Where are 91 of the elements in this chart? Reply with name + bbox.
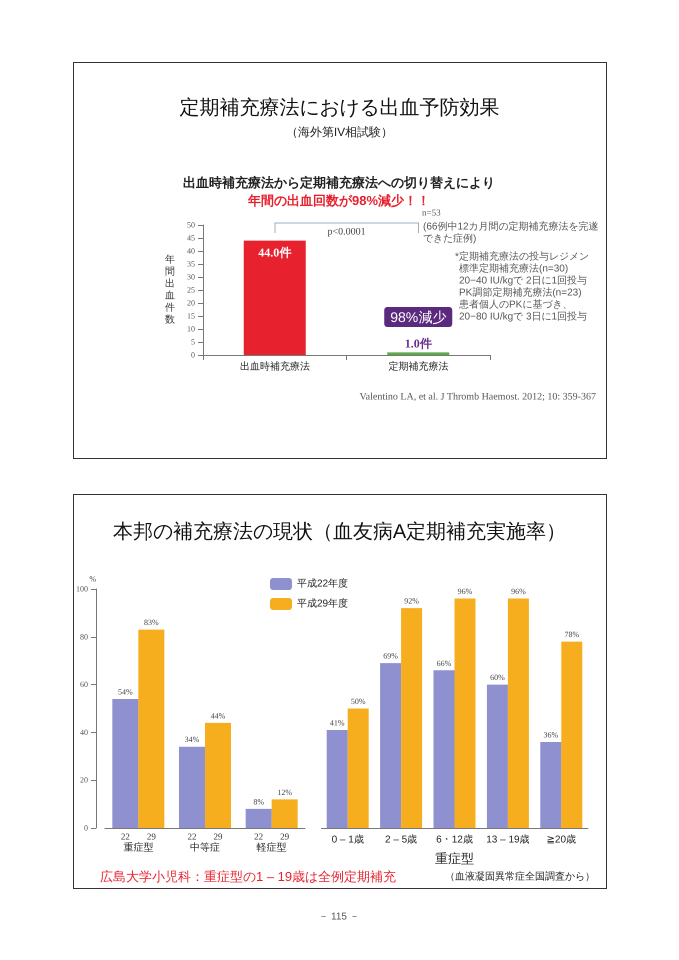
y-tick-label: 35: [187, 260, 195, 268]
text: n=53: [422, 208, 442, 218]
data-label: 41%: [330, 718, 345, 728]
annotation: (66例中12カ月間の定期補充療法を完遂できた症例): [423, 220, 599, 244]
text: 年間の出血回数が98%減少！！: [246, 193, 430, 208]
x-tick-label: 6・12歳: [436, 834, 473, 846]
y-tick-label: 15: [187, 312, 195, 320]
data-label: 44%: [210, 711, 226, 720]
y-tick-label: 0: [84, 824, 88, 832]
bar: [508, 598, 529, 828]
data-label: 96%: [511, 587, 526, 596]
data-label: 50%: [350, 697, 366, 706]
y-tick-label: 60: [80, 680, 88, 690]
bar: [380, 663, 402, 828]
x-tick-label: 出血時補充療法: [240, 360, 310, 372]
x-tick-label: 13 – 19歳: [486, 834, 530, 846]
data-label: 54%: [118, 687, 133, 696]
data-label: 44.0件: [258, 246, 292, 260]
text: 広島大学小児科：重症型の1 – 19歳は全例定期補充: [100, 869, 396, 884]
y-axis-title: 年間出血件数: [165, 254, 175, 326]
bar: [434, 670, 454, 828]
text: 29: [146, 832, 156, 842]
x-axis-title: 重症型: [435, 851, 474, 866]
annotation: 患者個人のPKに基づき、: [458, 298, 572, 310]
x-tick-label: 重症型: [123, 842, 154, 854]
chart-subtitle: （海外第IV相試験）: [286, 125, 394, 139]
bar: [540, 742, 562, 828]
annotation: p<0.0001: [327, 226, 366, 238]
legend-label: 平成22年度: [297, 578, 348, 590]
x-tick-label: 定期補充療法: [388, 360, 448, 372]
data-label: 66%: [436, 658, 452, 668]
y-tick-label: 40: [187, 246, 195, 256]
bar: [246, 808, 272, 828]
annotation: 20−40 IU/kgで 2日に1回投与: [459, 274, 588, 286]
y-tick-label: 20: [187, 298, 195, 308]
y-tick-label: 10: [187, 324, 195, 334]
bar: [205, 722, 231, 828]
x-tick-label: 軽症型: [256, 842, 287, 854]
y-tick-label: 45: [187, 234, 195, 242]
bar: [112, 698, 138, 828]
x-tick-label: ≧20歳: [546, 834, 576, 846]
data-label: 12%: [277, 788, 292, 797]
data-label: 8%: [253, 797, 264, 806]
y-tick-label: 50: [187, 220, 195, 230]
bar: [561, 642, 582, 828]
annotation: PK調節定期補充療法(n=23): [459, 286, 582, 298]
annotation: 標準定期補充療法(n=30): [459, 262, 568, 274]
data-label: 34%: [184, 735, 200, 744]
annotation: 20−80 IU/kgで 3日に1回投与: [459, 310, 588, 322]
bar: [348, 708, 369, 828]
data-label: 69%: [383, 652, 398, 661]
x-tick-label: 中等症: [190, 842, 220, 854]
bar: [179, 746, 205, 828]
y-tick-label: 0: [191, 350, 195, 360]
text: 22: [188, 832, 196, 842]
y-tick-label: 30: [187, 272, 195, 282]
data-label: 1.0件: [404, 336, 432, 350]
bar: [454, 598, 476, 828]
data-label: 92%: [404, 596, 420, 606]
legend-label: 平成29年度: [297, 598, 348, 610]
y-tick-label: 80: [80, 632, 88, 642]
data-label: 96%: [458, 587, 473, 596]
text: 出血時補充療法から定期補充療法への切り替えにより: [183, 175, 495, 190]
annotation: *定期補充療法の投与レジメン: [455, 250, 589, 262]
bar: [138, 630, 164, 828]
data-label: 83%: [144, 618, 159, 628]
data-label: 60%: [490, 673, 506, 682]
bar: [326, 730, 348, 828]
y-tick-label: 5: [191, 338, 195, 346]
text: － 115 －: [318, 912, 360, 922]
text: （血液凝固異常症全国調査から）: [445, 870, 595, 882]
text: 22: [254, 832, 264, 842]
y-tick-label: 20: [80, 776, 88, 785]
x-tick-label: 0 – 1歳: [332, 834, 364, 846]
y-tick-label: 100: [76, 584, 88, 594]
data-label: 78%: [564, 630, 580, 640]
y-tick-label: 25: [187, 286, 195, 294]
bar: [272, 799, 298, 828]
text: Valentino LA, et al. J Thromb Haemost. 2012; 10: 359-367: [360, 392, 596, 402]
text: 22: [120, 832, 130, 842]
bar: [486, 684, 508, 828]
y-tick-label: 40: [80, 728, 88, 737]
chart-title: 本邦の補充療法の現状（血友病A定期補充実施率）: [112, 520, 566, 543]
bar: [401, 608, 422, 828]
chart-title: 定期補充療法における出血予防効果: [180, 97, 500, 119]
text: 29: [280, 832, 290, 842]
data-label: 36%: [543, 730, 558, 740]
text: 29: [214, 832, 223, 842]
annotation: 98%減少: [390, 309, 446, 325]
y-axis-title: %: [89, 574, 96, 584]
x-tick-label: 2 – 5歳: [384, 834, 418, 846]
